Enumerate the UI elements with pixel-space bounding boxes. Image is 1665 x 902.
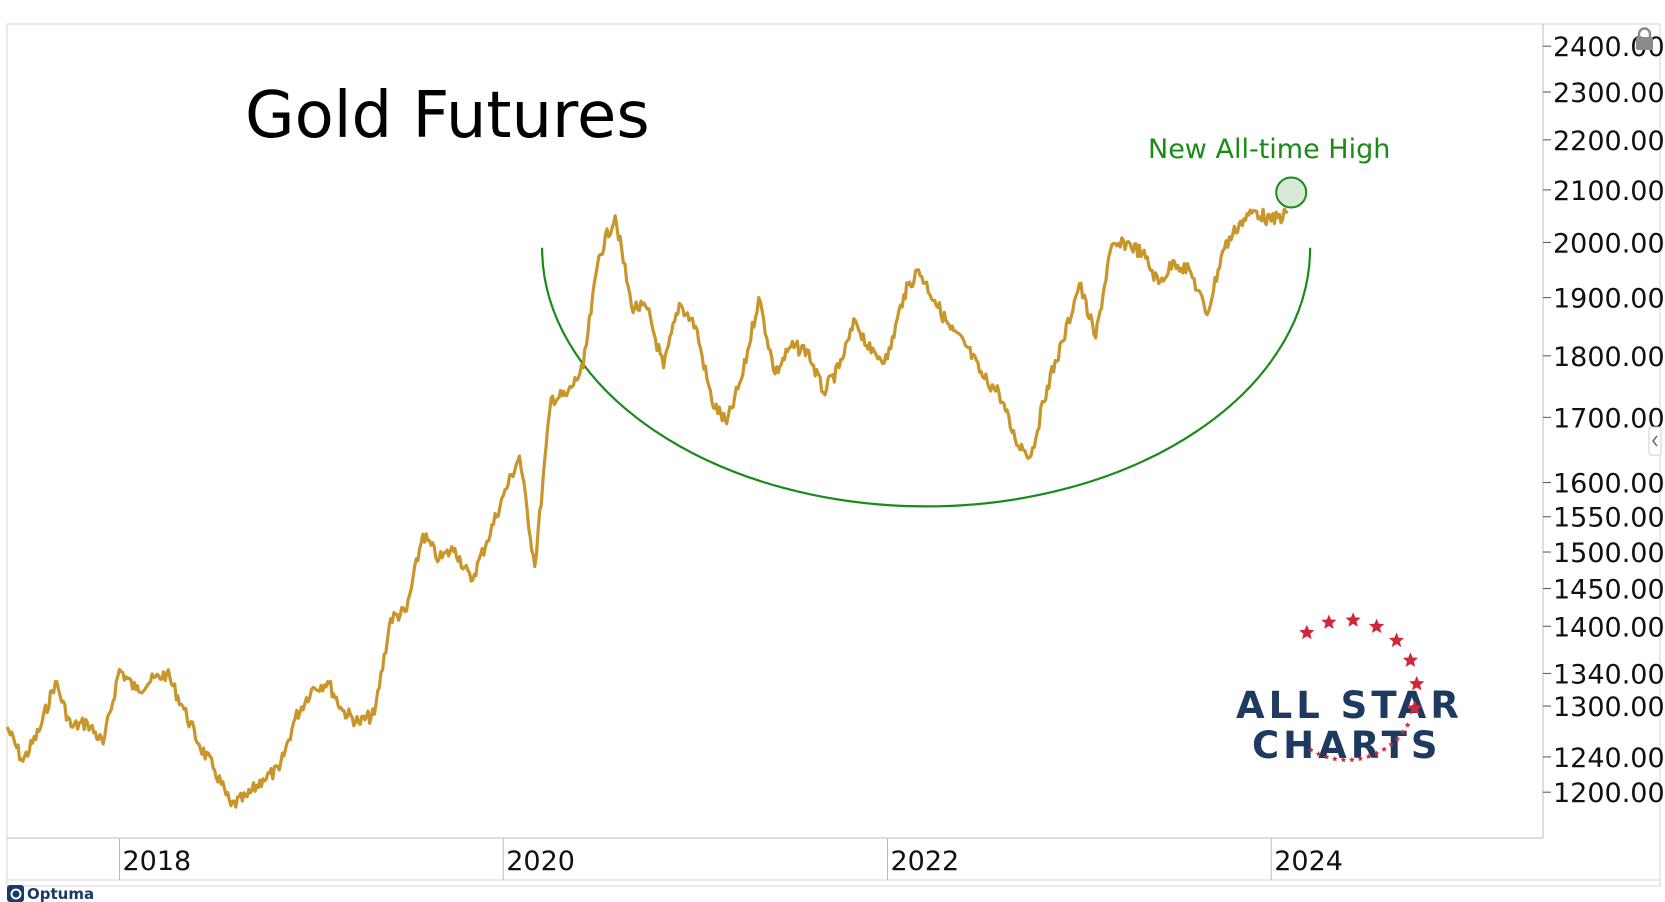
x-tick-label: 2024 [1274,846,1343,877]
logo-star [1409,675,1425,691]
y-tick-label: 1450.00 [1553,575,1665,606]
y-tick-label: 1800.00 [1553,342,1665,373]
all-star-charts-logo: ALL STAR CHARTS [1236,612,1463,767]
chevron-left-icon[interactable] [1648,426,1662,456]
y-tick-label: 1200.00 [1553,778,1665,809]
logo-star [1357,755,1364,762]
chart-title: Gold Futures [245,79,650,153]
x-tick-label: 2018 [122,846,191,877]
logo-star [1381,746,1387,752]
y-tick-label: 1500.00 [1553,538,1665,569]
cup-arc [541,247,1312,508]
logo-star [1404,722,1411,728]
logo-star [1388,632,1405,647]
y-tick-label: 2100.00 [1553,176,1665,207]
logo-star [1332,755,1338,762]
logo-stars [1299,612,1425,763]
y-axis-ticks: 2400.002300.002200.002100.002000.001900.… [1543,32,1665,809]
optuma-label: Optuma [27,885,94,902]
logo-star [1340,756,1347,763]
cup-arc-layer [541,247,1312,508]
y-tick-label: 1900.00 [1553,284,1665,315]
y-tick-label: 2000.00 [1553,228,1665,259]
logo-star [1349,756,1355,763]
highlight-layer [1275,176,1308,209]
y-tick-label: 2200.00 [1553,126,1665,157]
logo-star [1369,618,1385,633]
y-tick-label: 1550.00 [1553,503,1665,534]
logo-line-1: ALL STAR [1236,684,1463,727]
lock-icon[interactable] [1636,27,1653,51]
y-tick-label: 1700.00 [1553,403,1665,434]
logo-star [1365,753,1372,759]
logo-star [1373,750,1380,756]
y-tick-label: 1300.00 [1553,692,1665,723]
logo-star [1388,741,1394,747]
y-tick-label: 2300.00 [1553,78,1665,109]
y-tick-label: 1400.00 [1553,612,1665,643]
logo-star [1299,624,1315,640]
y-tick-label: 1340.00 [1553,659,1665,690]
logo-line-2: CHARTS [1252,724,1441,767]
x-axis-ticks: 2018 2020 2022 2024 [118,838,1343,880]
logo-star [1394,735,1401,742]
y-tick-label: 1240.00 [1553,743,1665,774]
logo-star [1315,750,1322,757]
x-tick-label: 2020 [506,846,575,877]
all-time-high-marker [1275,176,1308,209]
logo-star [1323,753,1330,760]
logo-star [1407,700,1423,715]
logo-star [1308,747,1314,753]
annotation-label: New All-time High [1148,134,1390,165]
logo-star [1321,614,1337,629]
series-layer [5,207,1289,809]
logo-star [1402,652,1418,667]
optuma-logo: Optuma [7,885,94,902]
logo-star [1345,612,1361,627]
logo-star [1400,729,1406,735]
y-tick-label: 1600.00 [1553,469,1665,500]
gold-price-line [5,207,1289,809]
x-tick-label: 2022 [890,846,959,877]
